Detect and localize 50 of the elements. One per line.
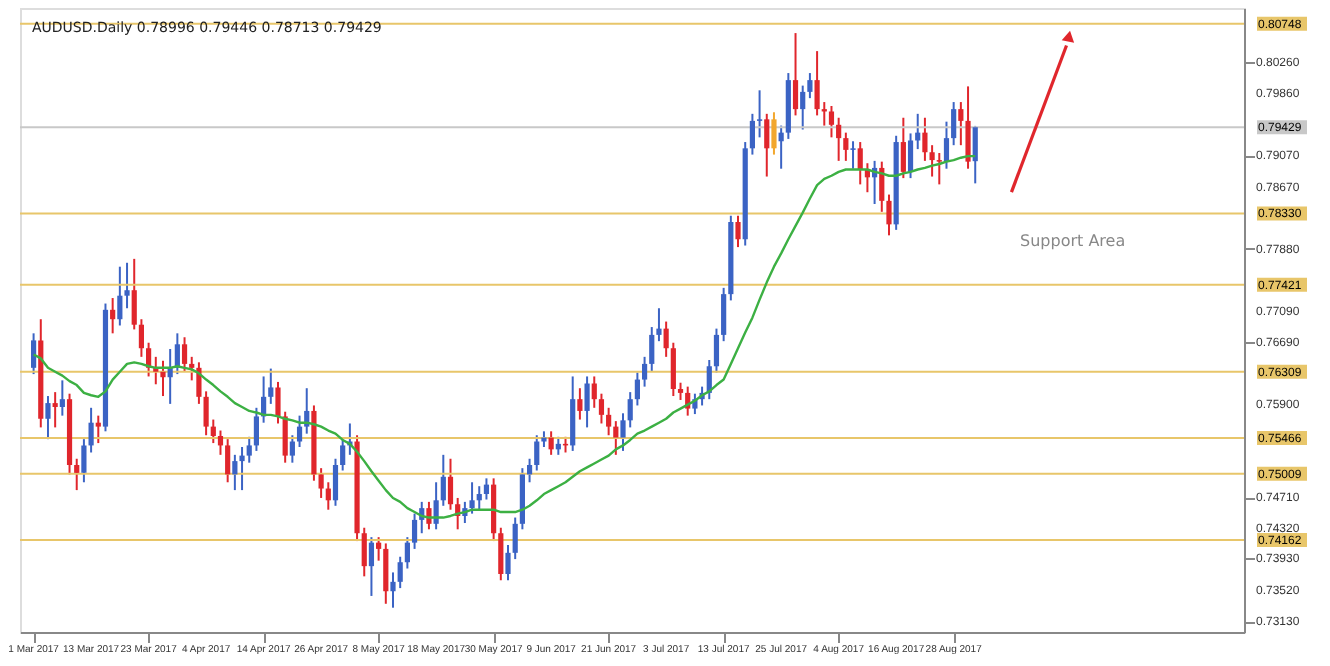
candlestick [30, 332, 37, 376]
candlestick [52, 391, 58, 429]
candlestick [584, 375, 590, 429]
candlestick [764, 112, 770, 178]
candlestick [296, 414, 303, 448]
candlestick [59, 379, 65, 417]
candlestick [239, 445, 245, 492]
candlestick [95, 414, 101, 445]
candlestick [469, 481, 475, 515]
candlestick [836, 116, 842, 162]
candlestick [606, 406, 612, 437]
candlestick [792, 32, 799, 117]
candlestick [828, 104, 835, 139]
candlestick [253, 406, 260, 452]
candlestick [735, 214, 741, 249]
candlestick [850, 140, 856, 170]
candlestick [325, 481, 331, 511]
candlestick [368, 536, 375, 597]
candlestick [483, 477, 490, 501]
candlestick [447, 457, 454, 511]
candlestick [160, 359, 166, 398]
candlestick [225, 438, 231, 484]
candlestick [426, 500, 432, 531]
candlestick [857, 141, 863, 186]
candlestick [907, 132, 914, 180]
candlestick [756, 89, 763, 139]
candlestick [383, 542, 389, 605]
candlestick [332, 457, 339, 507]
candlestick [577, 387, 583, 421]
candlestick [771, 111, 777, 156]
candlestick [548, 430, 554, 456]
candlestick [110, 297, 116, 335]
text: Support Area [1020, 232, 1126, 250]
candlestick [340, 438, 346, 472]
candlestick [476, 485, 482, 511]
candlestick [117, 265, 123, 327]
candlestick [800, 84, 806, 131]
candlestick [232, 453, 238, 492]
candlestick [972, 124, 978, 185]
candlestick [289, 434, 295, 464]
candlestick [217, 429, 224, 456]
candlestick [943, 120, 950, 170]
candlestick [965, 85, 971, 170]
candlestick [951, 101, 957, 147]
candlestick [411, 512, 418, 550]
candlestick [900, 116, 906, 180]
candlestick [181, 336, 188, 372]
candlestick [570, 375, 576, 452]
candlestick [45, 395, 51, 441]
candlestick [936, 152, 942, 186]
